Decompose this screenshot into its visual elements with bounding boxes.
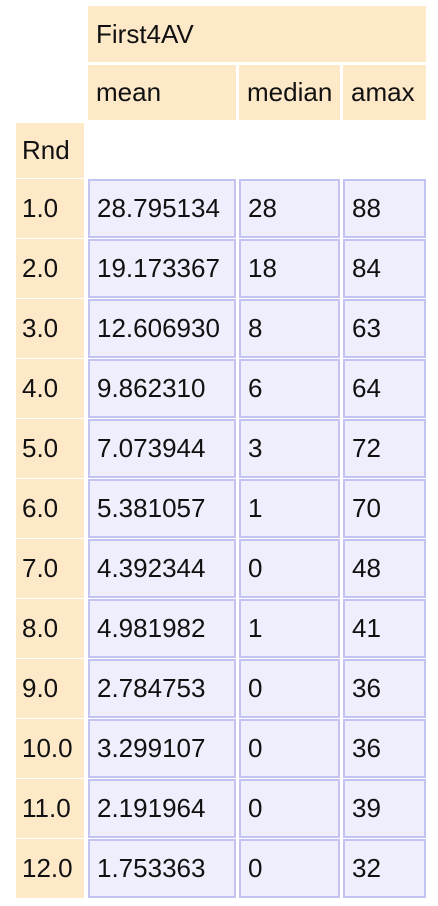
table-cell-median: 18 (239, 239, 340, 298)
table-cell-amax: 84 (343, 239, 426, 298)
row-index: 9.0 (16, 659, 84, 718)
table-cell-median: 28 (239, 179, 340, 238)
table-cell-amax: 88 (343, 179, 426, 238)
table-cell-median: 1 (239, 599, 340, 658)
table-cell-median: 0 (239, 719, 340, 778)
table-cell-amax: 32 (343, 839, 426, 898)
table-cell-mean: 2.191964 (88, 779, 236, 838)
row-index: 11.0 (16, 779, 84, 838)
table-cell-median: 0 (239, 779, 340, 838)
row-index: 8.0 (16, 599, 84, 658)
column-header-amax: amax (343, 65, 426, 120)
table-cell-median: 0 (239, 839, 340, 898)
row-index: 2.0 (16, 239, 84, 298)
row-index: 7.0 (16, 539, 84, 598)
table-cell-mean: 28.795134 (88, 179, 236, 238)
table-cell-amax: 72 (343, 419, 426, 478)
column-header-median: median (239, 65, 340, 120)
table-cell-median: 8 (239, 299, 340, 358)
table-cell-amax: 63 (343, 299, 426, 358)
table-cell-amax: 70 (343, 479, 426, 538)
table-cell-mean: 4.981982 (88, 599, 236, 658)
column-header-mean: mean (88, 65, 236, 120)
table-cell-median: 0 (239, 659, 340, 718)
index-header: Rnd (16, 123, 84, 178)
table-cell-mean: 1.753363 (88, 839, 236, 898)
table-cell-amax: 36 (343, 719, 426, 778)
table-cell-median: 1 (239, 479, 340, 538)
row-index: 1.0 (16, 179, 84, 238)
table-cell-mean: 5.381057 (88, 479, 236, 538)
row-index: 6.0 (16, 479, 84, 538)
table-cell-median: 0 (239, 539, 340, 598)
table-cell-mean: 4.392344 (88, 539, 236, 598)
table-cell-mean: 3.299107 (88, 719, 236, 778)
table-cell-amax: 64 (343, 359, 426, 418)
row-index: 5.0 (16, 419, 84, 478)
table-cell-amax: 39 (343, 779, 426, 838)
row-index: 4.0 (16, 359, 84, 418)
table-cell-amax: 36 (343, 659, 426, 718)
row-index: 10.0 (16, 719, 84, 778)
table-cell-median: 6 (239, 359, 340, 418)
row-index: 12.0 (16, 839, 84, 898)
table-cell-median: 3 (239, 419, 340, 478)
table-cell-mean: 9.862310 (88, 359, 236, 418)
table-cell-mean: 7.073944 (88, 419, 236, 478)
column-group-header: First4AV (88, 6, 426, 62)
table-cell-mean: 19.173367 (88, 239, 236, 298)
table-cell-mean: 2.784753 (88, 659, 236, 718)
table-cell-amax: 48 (343, 539, 426, 598)
table-cell-mean: 12.606930 (88, 299, 236, 358)
table-cell-amax: 41 (343, 599, 426, 658)
row-index: 3.0 (16, 299, 84, 358)
